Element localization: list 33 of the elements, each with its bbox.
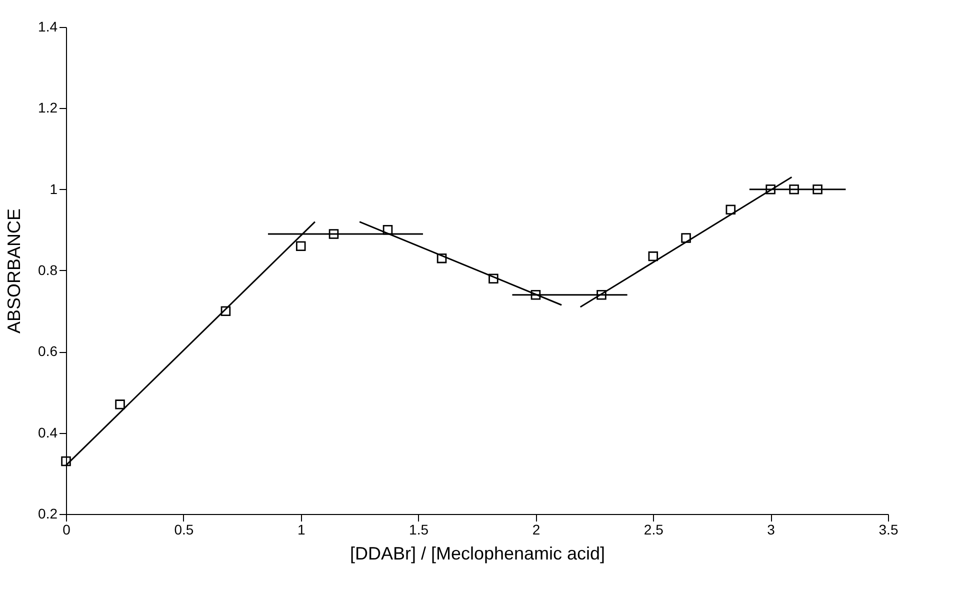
y-tick-label: 1.2 bbox=[38, 100, 58, 116]
point bbox=[596, 290, 606, 300]
y-tick-label: 1.4 bbox=[38, 18, 58, 34]
x-tick-label: 2.5 bbox=[644, 522, 664, 538]
point bbox=[812, 184, 822, 194]
y-axis-title: ABSORBANCE bbox=[4, 208, 24, 334]
y-tick-label: 0.6 bbox=[38, 343, 58, 360]
point bbox=[789, 184, 799, 194]
point bbox=[681, 233, 691, 243]
point bbox=[328, 229, 339, 239]
point bbox=[296, 241, 306, 252]
y-tick-label: 0.8 bbox=[38, 262, 58, 278]
point bbox=[766, 184, 776, 194]
x-tick-label: 0 bbox=[62, 522, 71, 538]
point bbox=[220, 306, 231, 316]
point bbox=[648, 251, 658, 262]
x-axis-title: [DDABr] / [Meclophenamic acid] bbox=[350, 544, 606, 564]
point bbox=[436, 253, 447, 264]
x-tick-label: 1.5 bbox=[409, 522, 429, 538]
x-tick-label: 2 bbox=[532, 522, 540, 538]
point bbox=[726, 204, 736, 215]
y-tick-label: 1 bbox=[50, 180, 58, 197]
point bbox=[115, 400, 125, 410]
point bbox=[488, 274, 498, 284]
x-tick-label: 3.5 bbox=[878, 522, 898, 538]
y-tick-label: 0.2 bbox=[38, 506, 58, 522]
point bbox=[61, 456, 71, 466]
point bbox=[530, 290, 541, 300]
point bbox=[382, 225, 393, 235]
x-tick-label: 0.5 bbox=[174, 522, 194, 538]
y-tick-label: 0.4 bbox=[38, 424, 58, 440]
x-tick-label: 1 bbox=[297, 522, 306, 538]
x-tick-label: 3 bbox=[767, 522, 776, 538]
